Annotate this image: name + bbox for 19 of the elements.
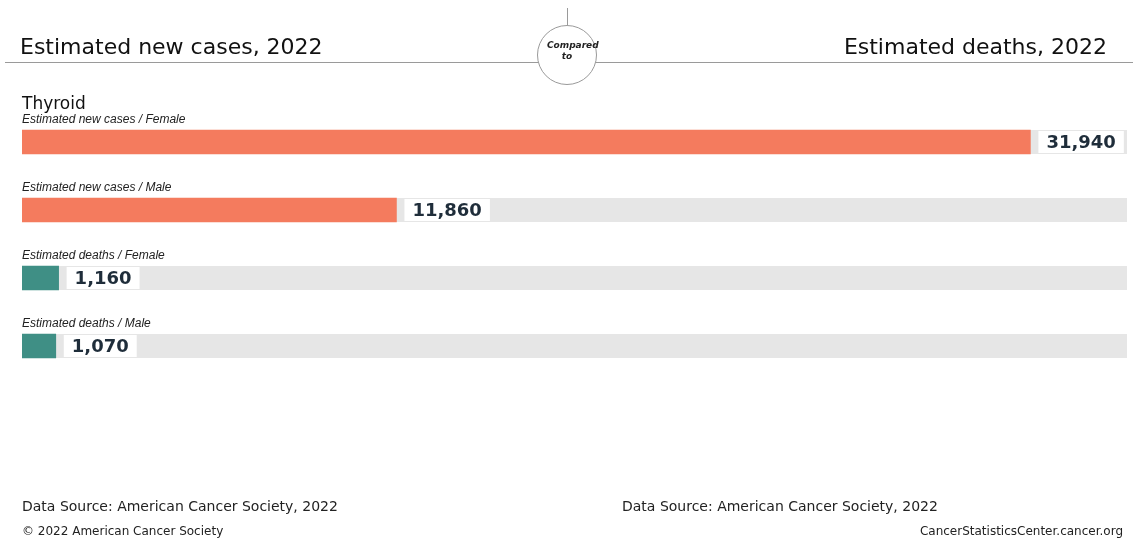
y-tick-label: Estimated new cases / Male <box>22 180 172 195</box>
data-label: 31,940 <box>1046 130 1116 152</box>
y-tick-label: Estimated new cases / Female <box>22 112 186 127</box>
text: Estimated deaths, 2022 <box>843 34 1107 59</box>
data-label: 11,860 <box>412 198 482 220</box>
bar <box>22 265 59 291</box>
text: © 2022 American Cancer Society <box>22 524 224 538</box>
source-note: Data Source: American Cancer Society, 2022 <box>622 498 938 514</box>
text: Estimated new cases, 2022 <box>20 34 323 59</box>
text: Thyroid <box>22 93 86 113</box>
data-label: 1,070 <box>71 334 129 356</box>
text: CancerStatisticsCenter.cancer.org <box>919 524 1123 538</box>
y-tick-label: Estimated deaths / Male <box>22 316 152 331</box>
data-label: 1,160 <box>74 266 132 288</box>
bar <box>22 333 57 359</box>
y-tick-label: Estimated deaths / Female <box>22 248 166 263</box>
bar <box>22 129 1031 155</box>
text: Compared to <box>547 40 599 62</box>
source-note: Data Source: American Cancer Society, 2022 <box>22 498 338 514</box>
